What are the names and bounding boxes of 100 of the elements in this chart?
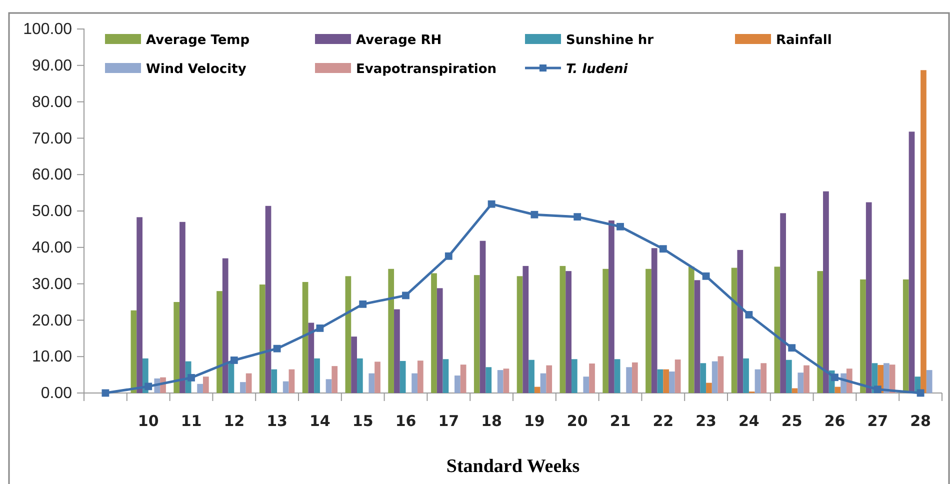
bar [497, 370, 504, 393]
legend-label: Rainfall [776, 33, 832, 48]
y-tick-label: 10.00 [32, 348, 72, 366]
y-tick-label: 50.00 [32, 203, 72, 220]
point [530, 210, 538, 218]
bar [780, 213, 786, 393]
bar [454, 376, 460, 393]
y-tick-label: 90.00 [32, 58, 72, 75]
point [874, 386, 882, 394]
x-tick-label: 16 [395, 412, 416, 430]
bar [798, 372, 804, 393]
bar [332, 366, 338, 393]
x-tick-label: 21 [610, 412, 631, 430]
x-axis-title: Standard Weeks [446, 456, 580, 477]
bar [663, 369, 670, 393]
bar [356, 358, 363, 393]
bar [326, 379, 332, 393]
bar [737, 250, 744, 393]
legend-label: T. ludeni [566, 62, 628, 77]
bar [288, 369, 295, 393]
bar [823, 191, 829, 393]
bar [546, 365, 552, 393]
bar [174, 302, 180, 393]
bar [240, 382, 246, 393]
y-tick-label: 20.00 [32, 312, 72, 330]
point [916, 389, 924, 397]
bar [180, 222, 186, 393]
bar [540, 373, 546, 393]
point [488, 200, 496, 208]
bar [412, 373, 418, 393]
bar [259, 284, 266, 393]
bar [246, 373, 252, 393]
point [831, 374, 838, 382]
y-tick-label: 60.00 [32, 166, 72, 184]
bar [626, 367, 632, 393]
x-tick-label: 13 [266, 412, 288, 430]
x-tick-label: 15 [352, 412, 374, 430]
x-tick-label: 26 [824, 412, 846, 430]
x-tick-label: 14 [310, 412, 330, 430]
point [144, 382, 152, 390]
bar [528, 360, 534, 393]
bar [566, 271, 572, 393]
bar [804, 365, 810, 393]
bar [866, 202, 872, 393]
bar [920, 70, 926, 393]
bar [474, 275, 480, 393]
point [616, 222, 624, 230]
bar [351, 336, 357, 393]
bar [431, 273, 437, 393]
bar [817, 271, 824, 393]
x-tick-label: 20 [566, 412, 588, 430]
bar [718, 356, 724, 393]
bar [700, 363, 706, 393]
bar [614, 359, 620, 393]
point [402, 292, 410, 300]
y-tick-label: 0.00 [40, 385, 72, 402]
bar [282, 381, 289, 393]
bar [706, 382, 712, 393]
point [788, 344, 796, 352]
bar [731, 268, 738, 393]
legend-label: Average Temp [146, 33, 250, 48]
bar [712, 361, 718, 393]
bar [302, 282, 308, 393]
bar [222, 258, 228, 393]
x-tick-label: 23 [696, 412, 716, 430]
bar [571, 359, 578, 393]
legend-label: Evapotranspiration [356, 62, 497, 77]
bar [926, 370, 932, 393]
bar [388, 268, 394, 393]
legend-label: Wind Velocity [146, 62, 247, 77]
bar [694, 280, 700, 393]
bar [486, 367, 492, 393]
bar [436, 288, 443, 393]
bar [308, 322, 314, 393]
point [444, 252, 452, 260]
bar [860, 279, 866, 393]
y-tick-label: 100.00 [23, 21, 72, 38]
bar [216, 291, 222, 393]
bar [589, 364, 595, 393]
y-tick-label: 40.00 [32, 240, 72, 257]
x-tick-label: 12 [224, 412, 245, 430]
bar [583, 376, 590, 393]
bar [774, 266, 780, 393]
bar [516, 276, 523, 393]
bar [632, 362, 638, 393]
bar [314, 358, 320, 393]
bar [400, 360, 406, 393]
bar [522, 266, 529, 393]
bar [560, 266, 566, 393]
bar [374, 362, 380, 393]
bar [646, 268, 652, 393]
point [574, 213, 582, 221]
point [316, 324, 324, 332]
bar [651, 248, 658, 393]
x-tick-label: 25 [781, 412, 802, 430]
bar [669, 372, 675, 393]
point [359, 300, 367, 308]
x-tick-label: 11 [180, 412, 202, 430]
bar [884, 363, 890, 393]
legend-label: Sunshine hr [566, 33, 654, 48]
